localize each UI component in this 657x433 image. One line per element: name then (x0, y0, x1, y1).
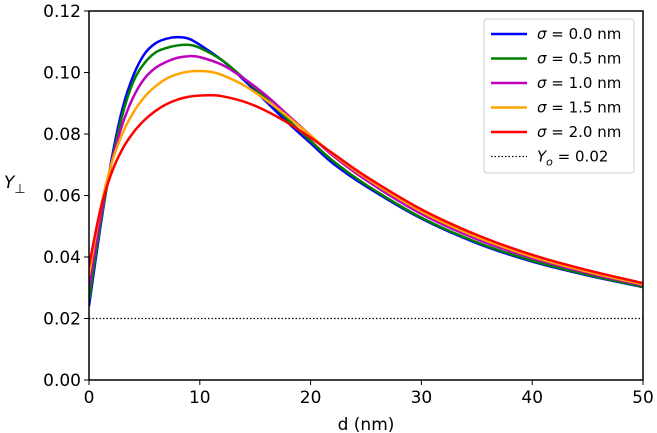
y-axis-label: Y⊥ (4, 173, 26, 197)
legend-value: = 0.5 nm (547, 50, 622, 68)
legend-subscript: o (546, 156, 553, 169)
x-tick-label: 20 (300, 388, 322, 408)
y-tick-label: 0.04 (43, 248, 81, 268)
y-axis-label-main: Y (4, 173, 16, 193)
y-tick-label: 0.10 (43, 64, 81, 84)
series-line-3 (89, 69, 643, 286)
y-tick-label: 0.02 (43, 310, 81, 330)
legend-entry: σ = 1.0 nm (537, 74, 621, 92)
x-tick-label: 10 (189, 388, 211, 408)
x-tick-label: 0 (84, 388, 95, 408)
legend-entry: σ = 1.5 nm (537, 99, 621, 117)
legend-symbol: σ (537, 99, 547, 117)
y-axis-label-subscript: ⊥ (14, 182, 25, 197)
y-tick-label: 0.08 (43, 125, 81, 145)
legend-value: = 0.0 nm (547, 25, 622, 43)
x-tick-label: 50 (632, 388, 654, 408)
x-axis: 0 10 20 30 40 50 (84, 380, 654, 408)
y-tick-label: 0.12 (43, 2, 81, 22)
legend-entry: Yo = 0.02 (537, 148, 608, 169)
legend-symbol: σ (537, 50, 547, 68)
series-line-1 (89, 43, 643, 301)
legend-symbol: Y (537, 148, 548, 166)
plot-area (88, 10, 644, 381)
x-tick-label: 30 (411, 388, 433, 408)
legend: σ = 0.0 nmσ = 0.5 nmσ = 1.0 nmσ = 1.5 nm… (483, 18, 635, 174)
series-line-2 (89, 54, 643, 288)
legend-symbol: σ (537, 74, 547, 92)
y-axis: 0.00 0.02 0.04 0.06 0.08 0.10 0.12 (43, 2, 89, 391)
x-axis-label: d (nm) (338, 415, 395, 433)
series-layer (89, 35, 643, 320)
y-tick-label: 0.06 (43, 187, 81, 207)
series-line-4 (89, 93, 643, 285)
legend-value: = 1.0 nm (547, 74, 622, 92)
legend-entry: σ = 0.5 nm (537, 50, 621, 68)
legend-entry: σ = 0.0 nm (537, 25, 621, 43)
legend-entry: σ = 2.0 nm (537, 123, 621, 141)
x-tick-label: 40 (521, 388, 543, 408)
legend-symbol: σ (537, 123, 547, 141)
legend-value: = 0.02 (553, 148, 609, 166)
legend-value: = 1.5 nm (547, 99, 622, 117)
y-tick-label: 0.00 (43, 371, 81, 391)
legend-value: = 2.0 nm (547, 123, 622, 141)
legend-symbol: σ (537, 25, 547, 43)
